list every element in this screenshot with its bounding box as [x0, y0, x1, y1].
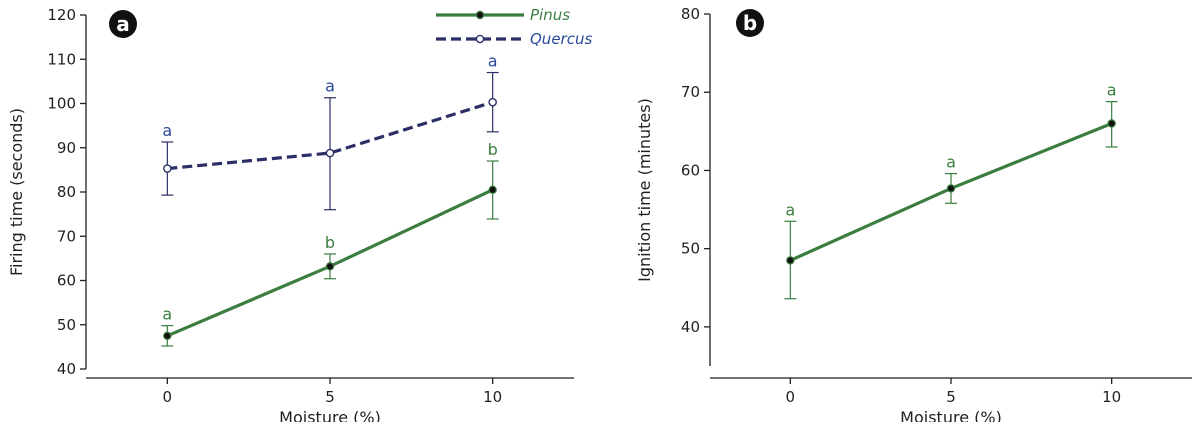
x-tick-label: 10	[1102, 388, 1121, 406]
chart-panel-a: 40 50 60 70 80 90 100 110 120 0 5 10 Moisture (%) Fir…	[7, 6, 592, 422]
x-tick-label: 0	[163, 388, 173, 406]
legend-marker	[475, 10, 485, 20]
panel-badge	[109, 10, 137, 38]
significance-letter: a	[1107, 81, 1117, 100]
panel-badge-label: a	[116, 12, 130, 36]
legend-label-quercus: Quercus	[530, 30, 592, 48]
y-tick-label: 60	[57, 272, 76, 290]
x-axis-title: Moisture (%)	[279, 408, 381, 422]
panel-badge	[736, 9, 764, 37]
x-tick-label: 0	[786, 388, 796, 406]
legend-label-pinus: Pinus	[530, 6, 570, 24]
data-point	[325, 262, 335, 271]
y-tick-label: 40	[681, 318, 700, 336]
x-axis-title: Moisture (%)	[900, 408, 1002, 422]
data-point	[786, 256, 795, 265]
y-tick-label: 120	[47, 6, 76, 24]
significance-letter: a	[785, 200, 795, 219]
y-tick-label: 60	[681, 161, 700, 179]
y-tick-label: 80	[57, 183, 76, 201]
data-point	[163, 331, 172, 341]
data-point	[946, 184, 956, 193]
panel-badge-label: b	[743, 11, 757, 35]
y-tick-label: 70	[681, 83, 700, 101]
data-point	[163, 164, 172, 173]
y-tick-label: 50	[681, 240, 700, 258]
y-tick-label: 100	[47, 95, 76, 113]
data-point	[488, 97, 497, 107]
y-axis-title: Firing time (seconds)	[7, 108, 26, 276]
significance-letter: a	[162, 121, 172, 140]
significance-letter: a	[162, 305, 172, 324]
y-tick-label: 40	[57, 360, 76, 378]
data-point	[488, 185, 497, 194]
x-tick-label: 10	[483, 388, 502, 406]
significance-letter: a	[488, 52, 498, 71]
data-point	[325, 148, 335, 158]
data-point	[1107, 119, 1116, 128]
y-tick-label: 90	[57, 139, 76, 157]
significance-letter: b	[488, 140, 498, 159]
y-tick-label: 50	[57, 316, 76, 334]
y-axis-title: Ignition time (minutes)	[635, 98, 654, 282]
chart-panel-b: 40 50 60 70 80 0 5 10 Moisture (%) Ignition time …	[635, 5, 1192, 422]
y-tick-label: 80	[681, 5, 700, 23]
x-tick-label: 5	[946, 388, 956, 406]
x-tick-label: 5	[325, 388, 335, 406]
significance-letter: a	[325, 77, 335, 96]
significance-letter: b	[325, 233, 335, 252]
y-tick-label: 110	[47, 50, 76, 68]
y-tick-label: 70	[57, 227, 76, 245]
series-line-quercus	[167, 100, 494, 171]
significance-letter: a	[946, 153, 956, 172]
legend-marker	[475, 34, 485, 44]
